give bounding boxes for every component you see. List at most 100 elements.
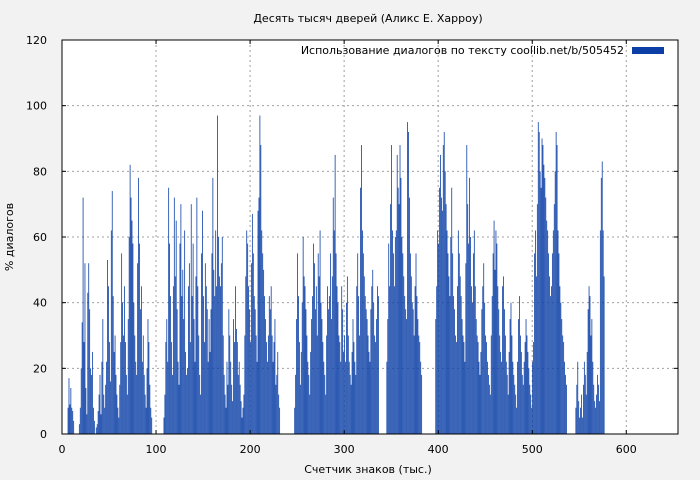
bar: [117, 407, 119, 434]
bar: [511, 335, 513, 434]
bar: [221, 237, 223, 434]
bar: [264, 296, 265, 434]
bar: [346, 276, 348, 434]
bar: [231, 384, 233, 434]
bar: [580, 407, 581, 434]
bar: [549, 276, 550, 434]
bar: [590, 335, 592, 434]
bar: [111, 191, 113, 434]
bar: [113, 351, 115, 434]
bar: [334, 154, 336, 434]
bar: [528, 368, 530, 434]
bar: [583, 384, 584, 434]
bar: [540, 187, 542, 434]
bar: [81, 322, 83, 434]
bar: [417, 319, 419, 434]
y-tick-label: 100: [26, 100, 47, 113]
bar: [359, 335, 360, 434]
bar: [409, 197, 410, 434]
y-tick-label: 60: [33, 231, 47, 244]
bar: [319, 230, 321, 434]
bar: [475, 319, 477, 434]
bar: [107, 259, 108, 434]
bar: [346, 302, 347, 434]
bar: [147, 319, 149, 434]
bar: [415, 253, 417, 434]
bar: [453, 296, 455, 434]
bar: [257, 210, 259, 434]
bar: [317, 253, 319, 434]
bar: [106, 361, 107, 434]
bar: [252, 253, 254, 434]
bar: [396, 154, 398, 434]
bar: [477, 342, 479, 434]
bar: [455, 335, 456, 434]
bar: [269, 309, 271, 434]
bar: [223, 374, 225, 434]
bar: [589, 296, 591, 434]
bar: [524, 342, 526, 434]
bar: [118, 417, 120, 434]
bar: [194, 361, 196, 434]
bar: [84, 263, 86, 434]
bar: [323, 361, 325, 434]
bar: [126, 394, 128, 434]
bar: [144, 394, 146, 434]
bar: [255, 335, 257, 434]
bar: [480, 351, 482, 434]
bar: [299, 384, 301, 434]
bar: [339, 342, 341, 434]
bar: [363, 276, 365, 434]
bar: [307, 361, 309, 434]
bar: [541, 138, 543, 434]
bar: [566, 384, 567, 434]
bar: [220, 263, 222, 434]
bar: [517, 361, 518, 434]
bar: [306, 335, 308, 434]
x-tick-label: 600: [616, 443, 637, 456]
bar: [178, 384, 180, 434]
bar: [407, 122, 408, 434]
bar: [484, 302, 486, 434]
bar: [374, 335, 376, 434]
bar: [509, 319, 511, 434]
bar: [521, 374, 523, 434]
bar: [186, 374, 187, 434]
bar: [80, 368, 82, 434]
bar: [505, 361, 507, 434]
bar: [315, 286, 317, 434]
bar: [204, 263, 206, 434]
bar: [345, 361, 346, 434]
bar: [127, 319, 129, 434]
bar: [309, 394, 311, 434]
bar: [225, 407, 227, 434]
bar: [550, 296, 551, 434]
bar: [330, 253, 331, 434]
bar: [479, 374, 481, 434]
bar: [168, 187, 170, 434]
bar: [377, 296, 379, 434]
bar: [386, 361, 388, 434]
bar: [243, 394, 245, 434]
y-axis-ticks: 0 20 40 60 80 100 120: [26, 34, 678, 441]
bar: [577, 361, 579, 434]
bar: [104, 407, 106, 434]
bar: [582, 417, 583, 434]
bar: [565, 374, 566, 434]
bar: [448, 276, 450, 434]
bar: [191, 296, 193, 434]
bar: [404, 296, 406, 434]
bar: [150, 407, 152, 434]
bar: [205, 286, 207, 434]
bar: [444, 171, 446, 435]
bar: [226, 361, 228, 434]
x-tick-label: 100: [146, 443, 167, 456]
bar: [137, 263, 139, 434]
bar: [250, 342, 251, 434]
bar: [535, 276, 537, 434]
bar: [271, 335, 273, 434]
bar: [332, 197, 334, 434]
bar: [268, 296, 270, 434]
bar: [275, 384, 277, 434]
bar: [510, 302, 512, 434]
